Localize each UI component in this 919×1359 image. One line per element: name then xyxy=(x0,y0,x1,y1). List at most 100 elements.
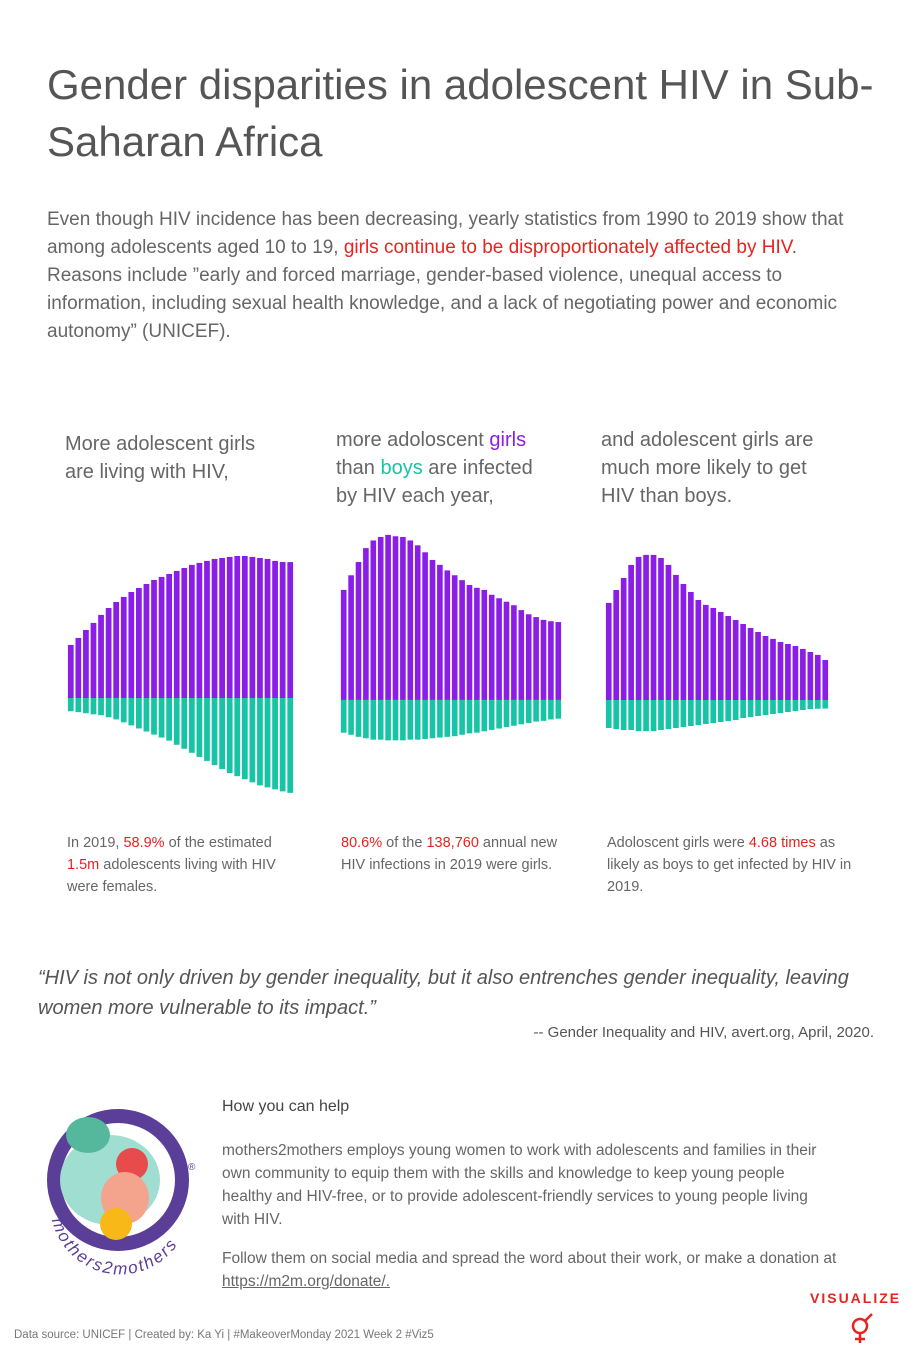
bar-girls xyxy=(459,580,465,700)
bar-girls xyxy=(540,619,547,700)
bar-boys xyxy=(355,699,362,737)
intro-text: . Reasons include ”early and forced marr… xyxy=(47,237,838,342)
bar-girls xyxy=(377,536,384,700)
bar-girls xyxy=(702,604,709,700)
bar-boys xyxy=(613,700,620,730)
caption-text: as likely as boys to get infected by HIV… xyxy=(607,835,852,895)
bar-girls xyxy=(635,556,642,700)
bar-boys xyxy=(414,699,421,740)
subtitle-text: than xyxy=(336,457,381,479)
bar-girls xyxy=(605,602,612,700)
bar-girls xyxy=(548,621,554,700)
bar-boys xyxy=(762,700,769,716)
chart-caption: In 2019, 58.9% of the estimated 1.5m ado… xyxy=(67,832,307,898)
bar-girls xyxy=(136,588,142,698)
bar-girls xyxy=(658,558,664,700)
bar-boys xyxy=(732,700,739,720)
bar-girls xyxy=(385,534,391,700)
caption-stat: 1.5m xyxy=(67,857,100,873)
bar-girls xyxy=(188,564,195,698)
bar-boys xyxy=(385,699,391,741)
bar-boys xyxy=(548,699,554,720)
bar-boys xyxy=(628,700,634,730)
bar-girls xyxy=(518,610,525,700)
bar-boys xyxy=(511,699,517,726)
bar-boys xyxy=(755,700,761,716)
bar-girls xyxy=(355,562,362,700)
brand-icon xyxy=(851,1313,873,1343)
bar-girls xyxy=(105,608,112,698)
help-body: mothers2mothers employs young women to w… xyxy=(222,1142,817,1228)
bar-girls xyxy=(740,624,746,700)
bar-girls xyxy=(241,556,248,698)
bar-boys xyxy=(695,700,702,726)
bar-girls xyxy=(503,601,510,700)
bar-boys xyxy=(392,699,399,741)
bar-girls xyxy=(792,646,799,700)
bar-boys xyxy=(466,699,473,734)
bar-girls xyxy=(128,592,135,698)
logo: mothers2mothers ® xyxy=(47,1109,196,1278)
logo-shape xyxy=(100,1208,132,1240)
logo-shape xyxy=(116,1148,148,1180)
chart-subtitle: and adolescent girls are much more likel… xyxy=(601,426,831,510)
logo-mark: ® xyxy=(188,1162,196,1173)
bar-girls xyxy=(437,564,443,700)
bar-boys xyxy=(181,698,188,749)
charts xyxy=(67,534,829,793)
bar-boys xyxy=(340,699,347,733)
bar-boys xyxy=(437,699,443,738)
bar-girls xyxy=(673,574,679,700)
bar-boys xyxy=(717,700,724,722)
bar-girls xyxy=(785,644,791,700)
bar-girls xyxy=(800,648,806,700)
quote-source: -- Gender Inequality and HIV, avert.org,… xyxy=(533,1024,874,1041)
bar-boys xyxy=(407,699,414,740)
bar-girls xyxy=(257,558,263,698)
bar-boys xyxy=(75,698,82,713)
bar-girls xyxy=(710,608,717,700)
subtitle-boys: boys xyxy=(380,457,423,479)
bar-girls xyxy=(822,660,829,700)
chart-subtitle: More adolescent girls are living with HI… xyxy=(65,430,280,486)
chart-subtitle: more adoloscent girls than boys are infe… xyxy=(336,426,556,510)
bar-boys xyxy=(503,699,510,728)
footer: Data source: UNICEF | Created by: Ka Yi … xyxy=(14,1329,434,1341)
bar-girls xyxy=(688,592,694,700)
bar-girls xyxy=(613,590,620,700)
bar-girls xyxy=(181,568,188,698)
bar-girls xyxy=(488,594,495,700)
bar-boys xyxy=(635,700,642,732)
bar-boys xyxy=(518,699,525,725)
bar-boys xyxy=(814,700,821,709)
bar-boys xyxy=(680,700,687,728)
bar-girls xyxy=(628,564,634,700)
bar-boys xyxy=(166,698,173,741)
bar-boys xyxy=(67,698,74,712)
bar-boys xyxy=(120,698,127,723)
bar-boys xyxy=(370,699,377,740)
bar-boys xyxy=(249,698,256,783)
bar-boys xyxy=(113,698,120,720)
caption-text: of the estimated xyxy=(164,835,272,851)
bar-girls xyxy=(466,585,473,700)
bar-girls xyxy=(680,584,687,700)
bar-girls xyxy=(414,545,421,700)
bar-girls xyxy=(695,600,702,700)
intro: Even though HIV incidence has been decre… xyxy=(47,206,877,346)
bar-boys xyxy=(822,700,829,709)
bar-girls xyxy=(67,644,74,698)
donate-link[interactable]: https://m2m.org/donate/. xyxy=(222,1273,391,1290)
bar-girls xyxy=(762,636,769,700)
bar-girls xyxy=(444,570,451,700)
bar-girls xyxy=(481,589,488,700)
bar-boys xyxy=(257,698,263,786)
bar-girls xyxy=(158,576,165,698)
chart-caption: Adoloscent girls were 4.68 times as like… xyxy=(607,832,857,898)
bar-boys xyxy=(188,698,195,753)
bar-boys xyxy=(211,698,218,766)
bar-girls xyxy=(643,554,649,700)
bar-boys xyxy=(658,700,664,730)
bar-boys xyxy=(98,698,104,716)
caption-text: of the xyxy=(382,835,427,851)
